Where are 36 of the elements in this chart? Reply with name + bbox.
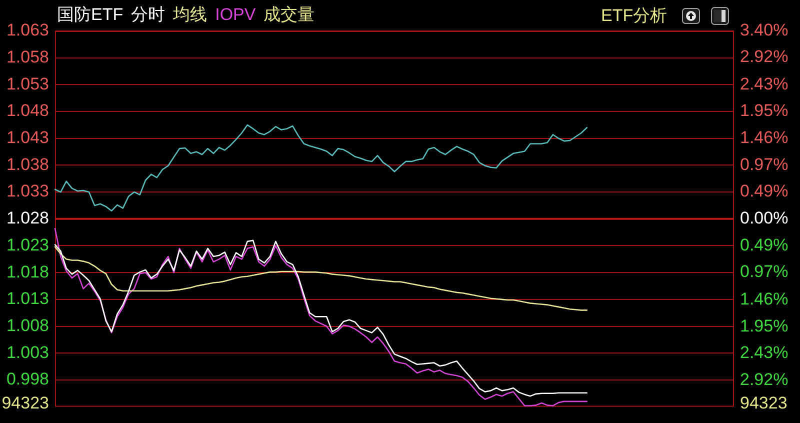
y-tick-label: 1.058 — [6, 48, 49, 67]
y-tick-label: 0.998 — [6, 370, 49, 389]
y-tick-label: 1.043 — [6, 128, 49, 148]
y-tick-label: 1.063 — [6, 20, 49, 40]
text: 分时 — [131, 5, 166, 25]
text: 94323 — [740, 393, 788, 412]
y2-tick-label: 2.43% — [740, 74, 788, 94]
y2-tick-label: 1.46% — [740, 128, 788, 147]
text: ETF分析 — [601, 6, 668, 26]
y-tick-label: 1.008 — [6, 316, 49, 335]
text: IOPV — [215, 5, 256, 25]
y-tick-label: 1.023 — [6, 235, 49, 254]
y-tick-label: 1.053 — [6, 74, 49, 94]
y2-tick-label: 1.46% — [740, 289, 788, 308]
y-tick-label: 1.048 — [6, 101, 49, 120]
y-tick-label: 1.028 — [6, 208, 49, 228]
y2-tick-label: 0.00% — [740, 208, 788, 228]
y2-tick-label: 3.40% — [740, 20, 788, 40]
y-tick-label: 1.018 — [6, 262, 49, 282]
y2-tick-label: 2.43% — [740, 342, 788, 362]
text: 成交量 — [264, 5, 315, 25]
y-tick-label: 1.013 — [6, 289, 49, 308]
y-tick-label: 1.038 — [6, 154, 49, 174]
y2-tick-label: 0.49% — [740, 182, 788, 201]
y2-tick-label: 1.95% — [740, 100, 788, 120]
y2-tick-label: 2.92% — [740, 47, 788, 66]
y2-tick-label: 2.92% — [740, 370, 788, 389]
y-tick-label: 1.033 — [6, 182, 49, 201]
text: 均线 — [173, 5, 208, 25]
y2-tick-label: 0.97% — [740, 154, 788, 174]
chart-title: 国防ETF — [57, 5, 124, 25]
text: 94323 — [2, 393, 49, 412]
y2-tick-label: 1.95% — [740, 316, 788, 336]
y2-tick-label: 0.49% — [740, 236, 788, 255]
y2-tick-label: 0.97% — [740, 262, 788, 282]
y-tick-label: 1.003 — [6, 342, 49, 362]
